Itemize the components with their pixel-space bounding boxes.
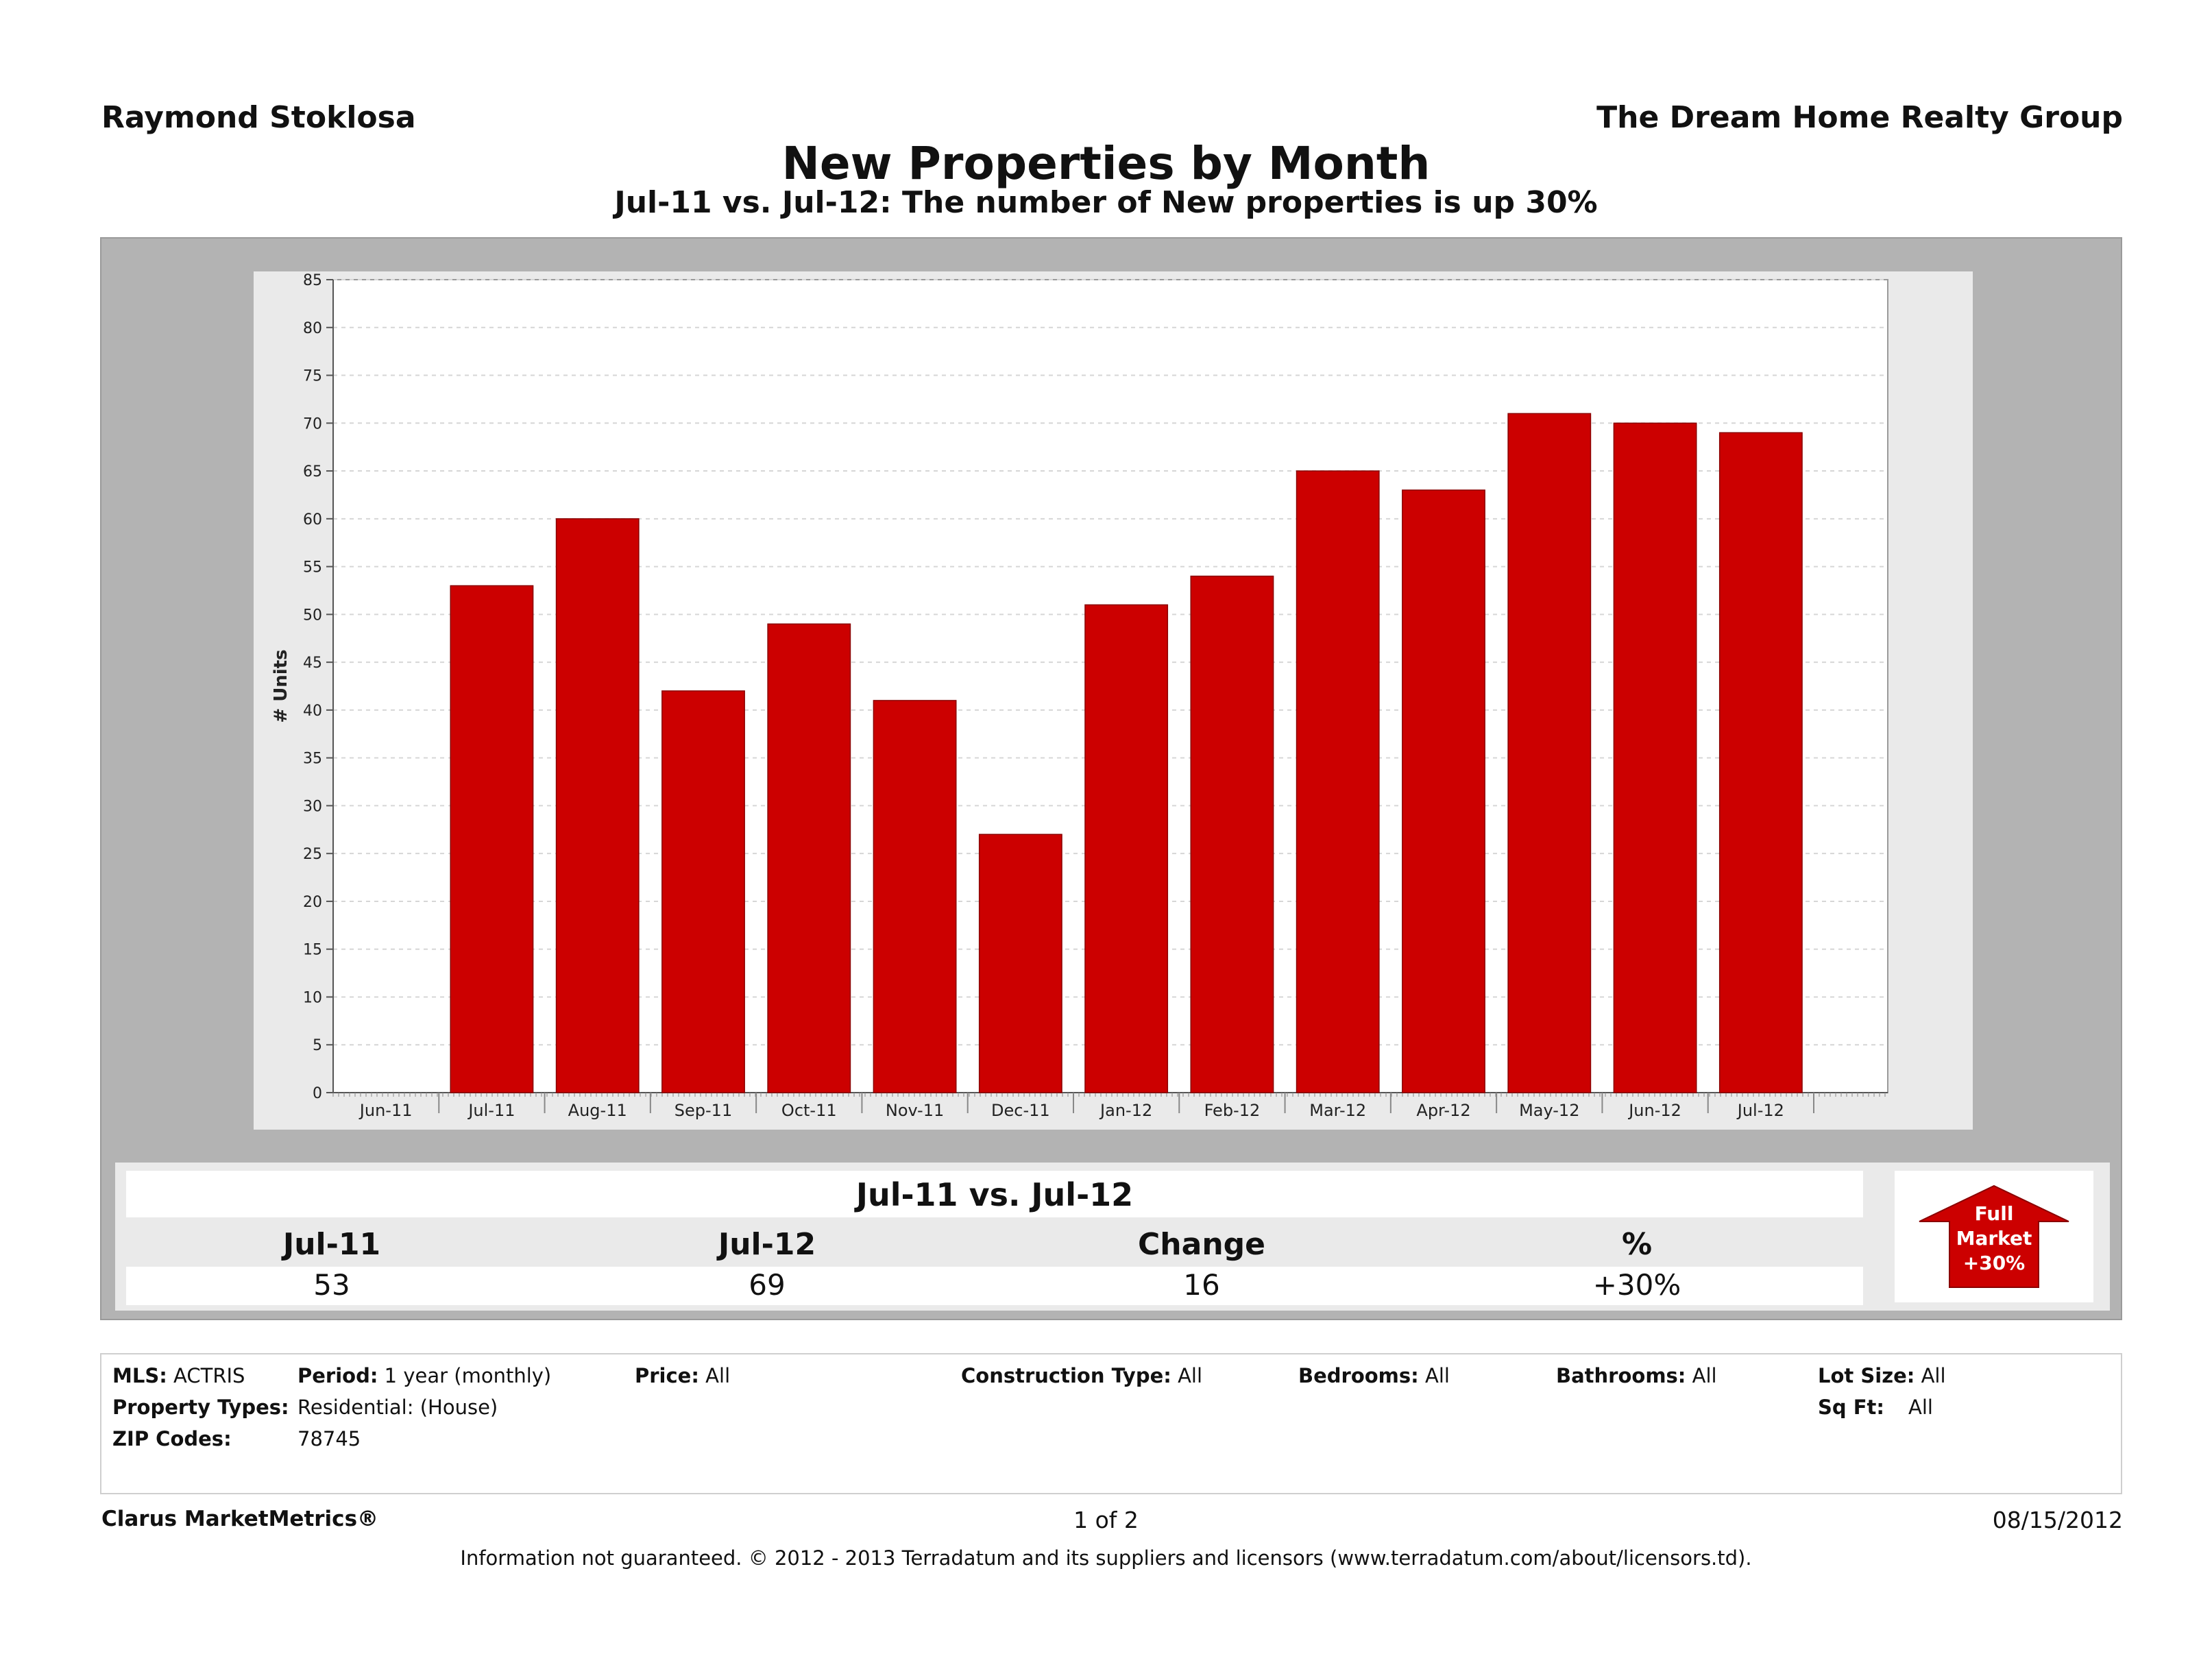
criteria-price: Price: All — [635, 1364, 731, 1387]
up-arrow-icon — [1919, 1184, 2069, 1288]
y-tick-label: 10 — [303, 989, 322, 1006]
criteria-bathrooms: Bathrooms: All — [1556, 1364, 1717, 1387]
bar — [555, 518, 640, 1093]
summary-header-jul12: Jul-12 — [718, 1227, 816, 1262]
summary-value-jul11: 53 — [313, 1268, 350, 1302]
y-tick-label: 70 — [303, 415, 322, 433]
criteria-lot-size: Lot Size: All — [1818, 1364, 1946, 1387]
criteria-property-types-label: Property Types: — [112, 1396, 289, 1419]
criteria-zip-value: 78745 — [297, 1427, 361, 1450]
footer-legal: Information not guaranteed. © 2012 - 201… — [460, 1546, 1752, 1570]
x-tick-label: Jun-12 — [1627, 1101, 1681, 1120]
footer-page-number: 1 of 2 — [1073, 1507, 1139, 1533]
bar — [661, 690, 745, 1093]
summary-header-percent: % — [1621, 1227, 1653, 1262]
x-tick-label: Dec-11 — [991, 1101, 1050, 1120]
bar-chart: 0 5 10 15 20 25 30 35 40 45 50 55 60 65 70 75 80 85 # Unit… — [271, 272, 1888, 1120]
summary-header-jul11: Jul-11 — [282, 1227, 381, 1262]
chart-panel: 0 5 10 15 20 25 30 35 40 45 50 55 60 65 70 75 80 85 # Unit… — [100, 237, 2122, 1320]
criteria-mls: MLS: ACTRIS — [112, 1364, 245, 1387]
y-tick-label: 65 — [303, 463, 322, 481]
criteria-period: Period: 1 year (monthly) — [297, 1364, 552, 1387]
summary-header-change: Change — [1138, 1227, 1265, 1262]
x-tick-label: Oct-11 — [781, 1101, 837, 1120]
badge-line-2: Market — [1956, 1227, 2032, 1250]
bar — [1507, 413, 1592, 1093]
criteria-sqft-value: All — [1908, 1396, 1933, 1419]
full-market-badge: Full Market +30% — [1895, 1171, 2093, 1302]
x-tick-label: Aug-11 — [568, 1101, 627, 1120]
bar — [978, 834, 1062, 1093]
x-tick-label: Apr-12 — [1416, 1101, 1470, 1120]
summary-title-bar — [126, 1171, 1863, 1217]
y-tick-label: 25 — [303, 846, 322, 863]
search-criteria: MLS: ACTRIS Period: 1 year (monthly) Pri… — [100, 1353, 2122, 1494]
y-tick-label: 50 — [303, 607, 322, 624]
x-tick-label: Jul-12 — [1736, 1101, 1784, 1120]
x-tick-label: Sep-11 — [674, 1101, 732, 1120]
x-tick-label: Jul-11 — [467, 1101, 515, 1120]
bar — [450, 585, 534, 1093]
criteria-sqft-label: Sq Ft: — [1818, 1396, 1885, 1419]
y-tick-label: 60 — [303, 511, 322, 528]
footer-date: 08/15/2012 — [1992, 1507, 2123, 1533]
y-tick-label: 20 — [303, 894, 322, 911]
agent-name: Raymond Stoklosa — [101, 100, 416, 135]
badge-line-3: +30% — [1962, 1252, 2026, 1274]
summary-table: Jul-11 vs. Jul-12 Jul-11 Jul-12 Change %… — [115, 1163, 2110, 1311]
criteria-bedrooms: Bedrooms: All — [1298, 1364, 1450, 1387]
bar — [873, 700, 957, 1093]
summary-value-change: 16 — [1183, 1268, 1220, 1302]
y-axis-label: # Units — [271, 649, 291, 722]
bar — [1613, 422, 1697, 1093]
x-tick-label: Nov-11 — [886, 1101, 944, 1120]
y-tick-label: 30 — [303, 798, 322, 815]
badge-line-1: Full — [1974, 1202, 2014, 1225]
summary-value-percent: +30% — [1592, 1268, 1681, 1302]
bar — [1296, 470, 1380, 1093]
y-tick-label: 55 — [303, 559, 322, 576]
y-tick-label: 75 — [303, 368, 322, 385]
company-name: The Dream Home Realty Group — [1596, 100, 2123, 135]
y-tick-label: 15 — [303, 942, 322, 959]
bar — [1084, 604, 1169, 1093]
x-tick-label: Mar-12 — [1309, 1101, 1366, 1120]
summary-value-jul12: 69 — [749, 1268, 786, 1302]
footer-brand: Clarus MarketMetrics® — [101, 1507, 379, 1531]
chart-subtitle: Jul-11 vs. Jul-12: The number of New pro… — [614, 185, 1598, 220]
y-tick-label: 0 — [313, 1085, 322, 1102]
y-tick-label: 5 — [313, 1037, 322, 1054]
x-tick-label: Jan-12 — [1099, 1101, 1152, 1120]
summary-title: Jul-11 vs. Jul-12 — [855, 1176, 1134, 1213]
summary-values-bar — [126, 1267, 1863, 1305]
y-tick-label: 80 — [303, 320, 322, 337]
criteria-construction: Construction Type: All — [961, 1364, 1203, 1387]
criteria-property-types-value: Residential: (House) — [297, 1396, 498, 1419]
y-tick-label: 40 — [303, 703, 322, 720]
y-tick-label: 85 — [303, 272, 322, 289]
bar — [1190, 575, 1274, 1093]
x-tick-label: Feb-12 — [1204, 1101, 1261, 1120]
bar — [767, 623, 851, 1093]
x-tick-label: May-12 — [1519, 1101, 1579, 1120]
chart-area: 0 5 10 15 20 25 30 35 40 45 50 55 60 65 70 75 80 85 # Unit… — [254, 271, 1973, 1130]
chart-title: New Properties by Month — [781, 137, 1431, 190]
bar — [1718, 432, 1803, 1093]
criteria-zip-label: ZIP Codes: — [112, 1427, 232, 1450]
y-tick-label: 45 — [303, 655, 322, 672]
x-tick-label: Jun-11 — [358, 1101, 413, 1120]
bar — [1402, 489, 1485, 1093]
y-tick-label: 35 — [303, 751, 322, 768]
